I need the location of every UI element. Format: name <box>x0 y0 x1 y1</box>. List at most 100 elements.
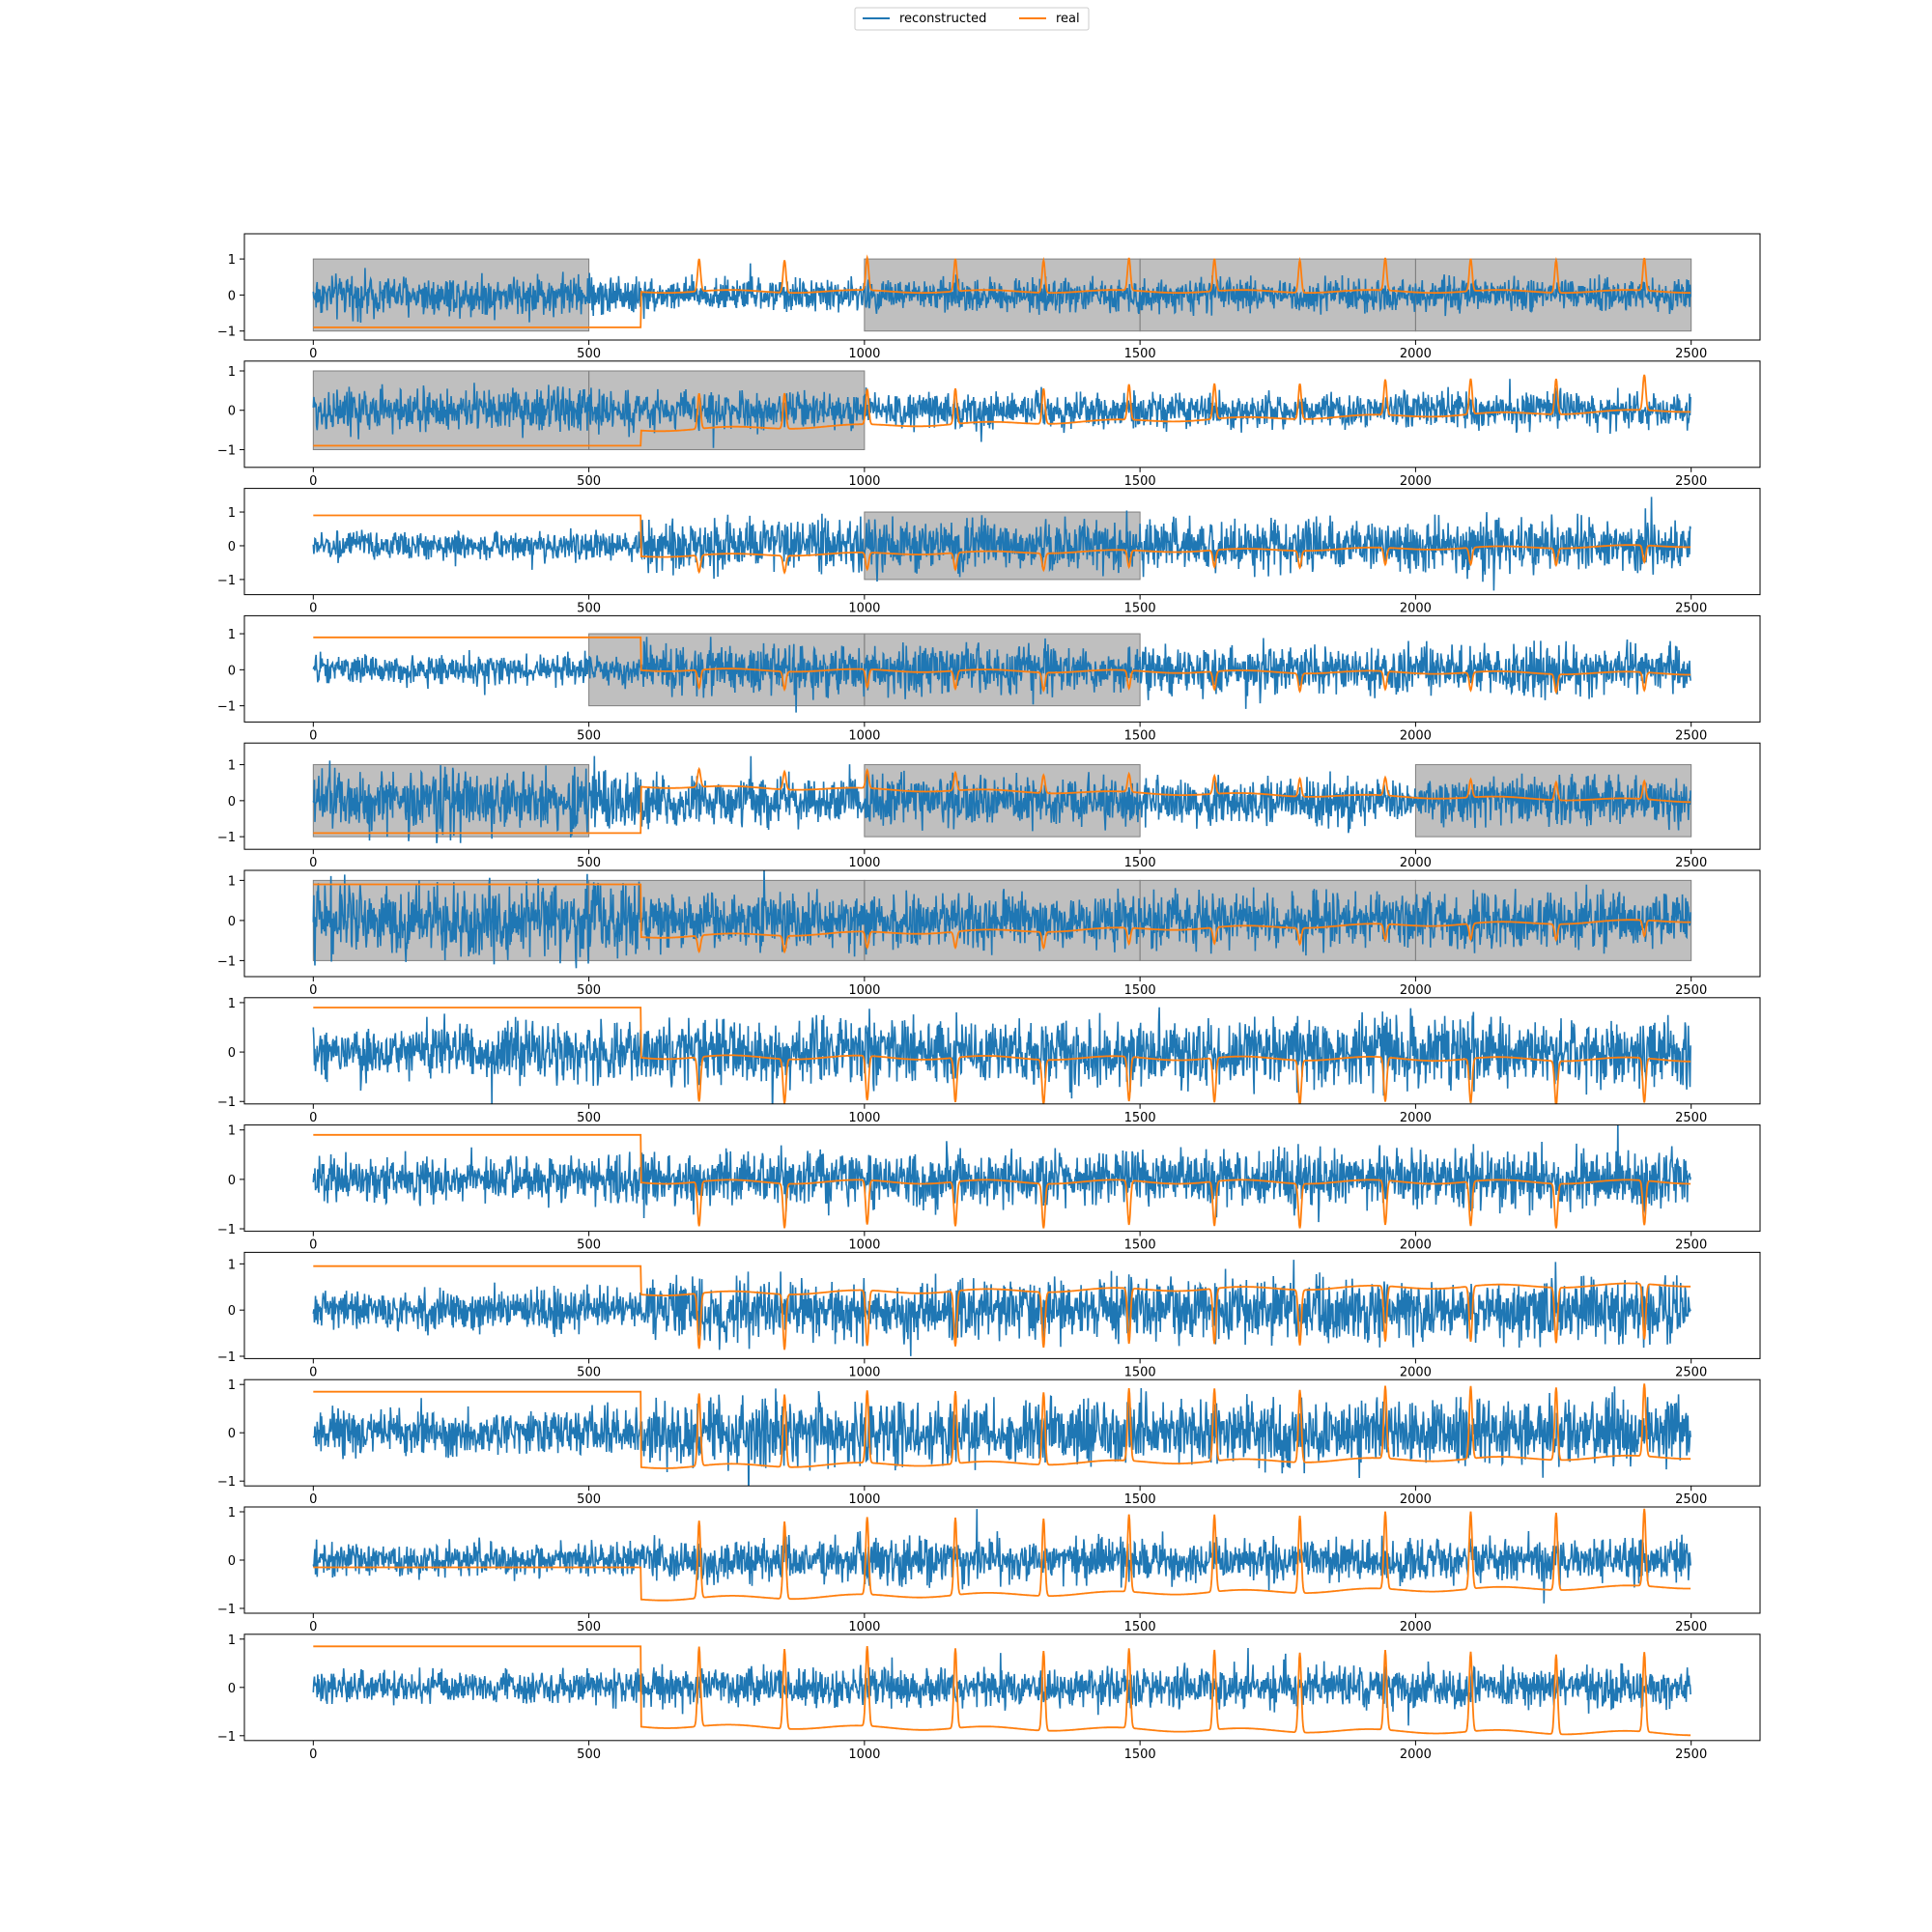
axes-frame <box>243 614 1761 723</box>
legend: reconstructed real <box>854 7 1090 31</box>
y-tick-label: −1 <box>217 574 236 588</box>
subplot-9: 0 500 1000 1500 2000 2500 −1 0 1 <box>217 1251 1761 1379</box>
y-tick-label: −1 <box>217 1603 236 1617</box>
x-tick-label: 2000 <box>1400 728 1432 743</box>
x-tick-label: 1500 <box>1124 474 1156 489</box>
x-tick-label: 2500 <box>1675 1238 1707 1253</box>
y-tick-label: −1 <box>217 443 236 458</box>
x-tick-label: 500 <box>577 1620 601 1634</box>
series-reconstructed <box>312 1260 1691 1356</box>
x-tick-label: 500 <box>577 856 601 870</box>
legend-label-reconstructed: reconstructed <box>899 12 986 26</box>
y-tick-label: 0 <box>228 915 236 929</box>
x-tick-label: 500 <box>577 728 601 743</box>
x-tick-label: 2000 <box>1400 1492 1432 1507</box>
x-tick-label: 2500 <box>1675 1492 1707 1507</box>
axes-frame <box>243 233 1761 341</box>
x-tick-label: 0 <box>309 474 317 489</box>
x-tick-label: 500 <box>577 1238 601 1253</box>
x-tick-label: 0 <box>309 1238 317 1253</box>
x-tick-label: 1000 <box>848 1365 880 1379</box>
x-tick-label: 2000 <box>1400 347 1432 361</box>
x-tick-label: 500 <box>577 347 601 361</box>
x-tick-label: 1500 <box>1124 728 1156 743</box>
x-tick-label: 500 <box>577 1747 601 1762</box>
y-tick-label: 1 <box>228 628 236 642</box>
x-tick-label: 2000 <box>1400 1365 1432 1379</box>
x-tick-label: 2000 <box>1400 1620 1432 1634</box>
x-tick-label: 2500 <box>1675 1365 1707 1379</box>
x-tick-label: 2000 <box>1400 1747 1432 1762</box>
y-tick-label: 1 <box>228 1634 236 1648</box>
y-tick-label: 1 <box>228 874 236 889</box>
y-tick-label: 1 <box>228 997 236 1011</box>
x-tick-label: 500 <box>577 602 601 616</box>
y-tick-label: 0 <box>228 1046 236 1061</box>
x-tick-label: 0 <box>309 856 317 870</box>
y-tick-label: 0 <box>228 1174 236 1188</box>
y-tick-label: −1 <box>217 326 236 340</box>
subplot-5: 0 500 1000 1500 2000 2500 −1 0 1 <box>217 742 1761 870</box>
x-tick-label: 500 <box>577 1365 601 1379</box>
y-tick-label: 0 <box>228 1304 236 1319</box>
series-reconstructed <box>312 497 1691 591</box>
y-tick-label: 0 <box>228 405 236 419</box>
y-tick-label: −1 <box>217 954 236 969</box>
x-tick-label: 1000 <box>848 602 880 616</box>
x-tick-label: 0 <box>309 1111 317 1125</box>
series-reconstructed <box>312 755 1691 843</box>
x-tick-label: 500 <box>577 474 601 489</box>
x-tick-label: 2000 <box>1400 474 1432 489</box>
subplot-4: 0 500 1000 1500 2000 2500 −1 0 1 <box>217 614 1761 743</box>
series-real <box>313 514 1691 575</box>
x-tick-label: 2500 <box>1675 856 1707 870</box>
subplot-12: 0 500 1000 1500 2000 2500 −1 0 1 <box>217 1634 1761 1762</box>
subplot-1: 0 500 1000 1500 2000 2500 −1 0 1 <box>217 233 1761 361</box>
subplot-11: 0 500 1000 1500 2000 2500 −1 0 1 <box>217 1506 1761 1634</box>
series-real <box>313 1383 1691 1469</box>
y-tick-label: 0 <box>228 1427 236 1441</box>
series-real <box>313 1007 1691 1104</box>
y-tick-label: −1 <box>217 1095 236 1110</box>
x-tick-label: 2500 <box>1675 983 1707 998</box>
series-real <box>313 1264 1691 1350</box>
y-tick-label: −1 <box>217 1350 236 1365</box>
x-tick-label: 2500 <box>1675 474 1707 489</box>
y-tick-label: −1 <box>217 831 236 845</box>
y-tick-label: 1 <box>228 506 236 521</box>
series-real <box>313 1133 1691 1229</box>
axes-frame <box>243 1124 1761 1233</box>
series-reconstructed <box>312 263 1691 324</box>
x-tick-label: 1000 <box>848 474 880 489</box>
x-tick-label: 0 <box>309 602 317 616</box>
axes-frame <box>243 997 1761 1105</box>
x-tick-label: 500 <box>577 983 601 998</box>
y-tick-label: 1 <box>228 1378 236 1393</box>
x-tick-label: 2500 <box>1675 1620 1707 1634</box>
series-real <box>313 254 1691 328</box>
x-tick-label: 1000 <box>848 1747 880 1762</box>
x-tick-label: 1000 <box>848 1492 880 1507</box>
y-tick-label: 0 <box>228 1554 236 1569</box>
series-real <box>313 1508 1691 1602</box>
subplot-7: 0 500 1000 1500 2000 2500 −1 0 1 <box>217 997 1761 1125</box>
x-tick-label: 2000 <box>1400 602 1432 616</box>
x-tick-label: 2500 <box>1675 602 1707 616</box>
y-tick-label: 1 <box>228 759 236 774</box>
y-tick-label: 1 <box>228 1258 236 1272</box>
x-tick-label: 1500 <box>1124 1365 1156 1379</box>
series-real <box>313 766 1691 835</box>
x-tick-label: 500 <box>577 1111 601 1125</box>
y-tick-label: 1 <box>228 1506 236 1520</box>
y-tick-label: 1 <box>228 365 236 380</box>
x-tick-label: 2500 <box>1675 728 1707 743</box>
subplot-3: 0 500 1000 1500 2000 2500 −1 0 1 <box>217 488 1761 616</box>
subplot-2: 0 500 1000 1500 2000 2500 −1 0 1 <box>217 360 1761 489</box>
y-tick-label: 0 <box>228 795 236 810</box>
x-tick-label: 1500 <box>1124 856 1156 870</box>
x-tick-label: 0 <box>309 1365 317 1379</box>
series-reconstructed <box>312 870 1691 969</box>
series-real <box>313 636 1691 695</box>
x-tick-label: 2000 <box>1400 1238 1432 1253</box>
